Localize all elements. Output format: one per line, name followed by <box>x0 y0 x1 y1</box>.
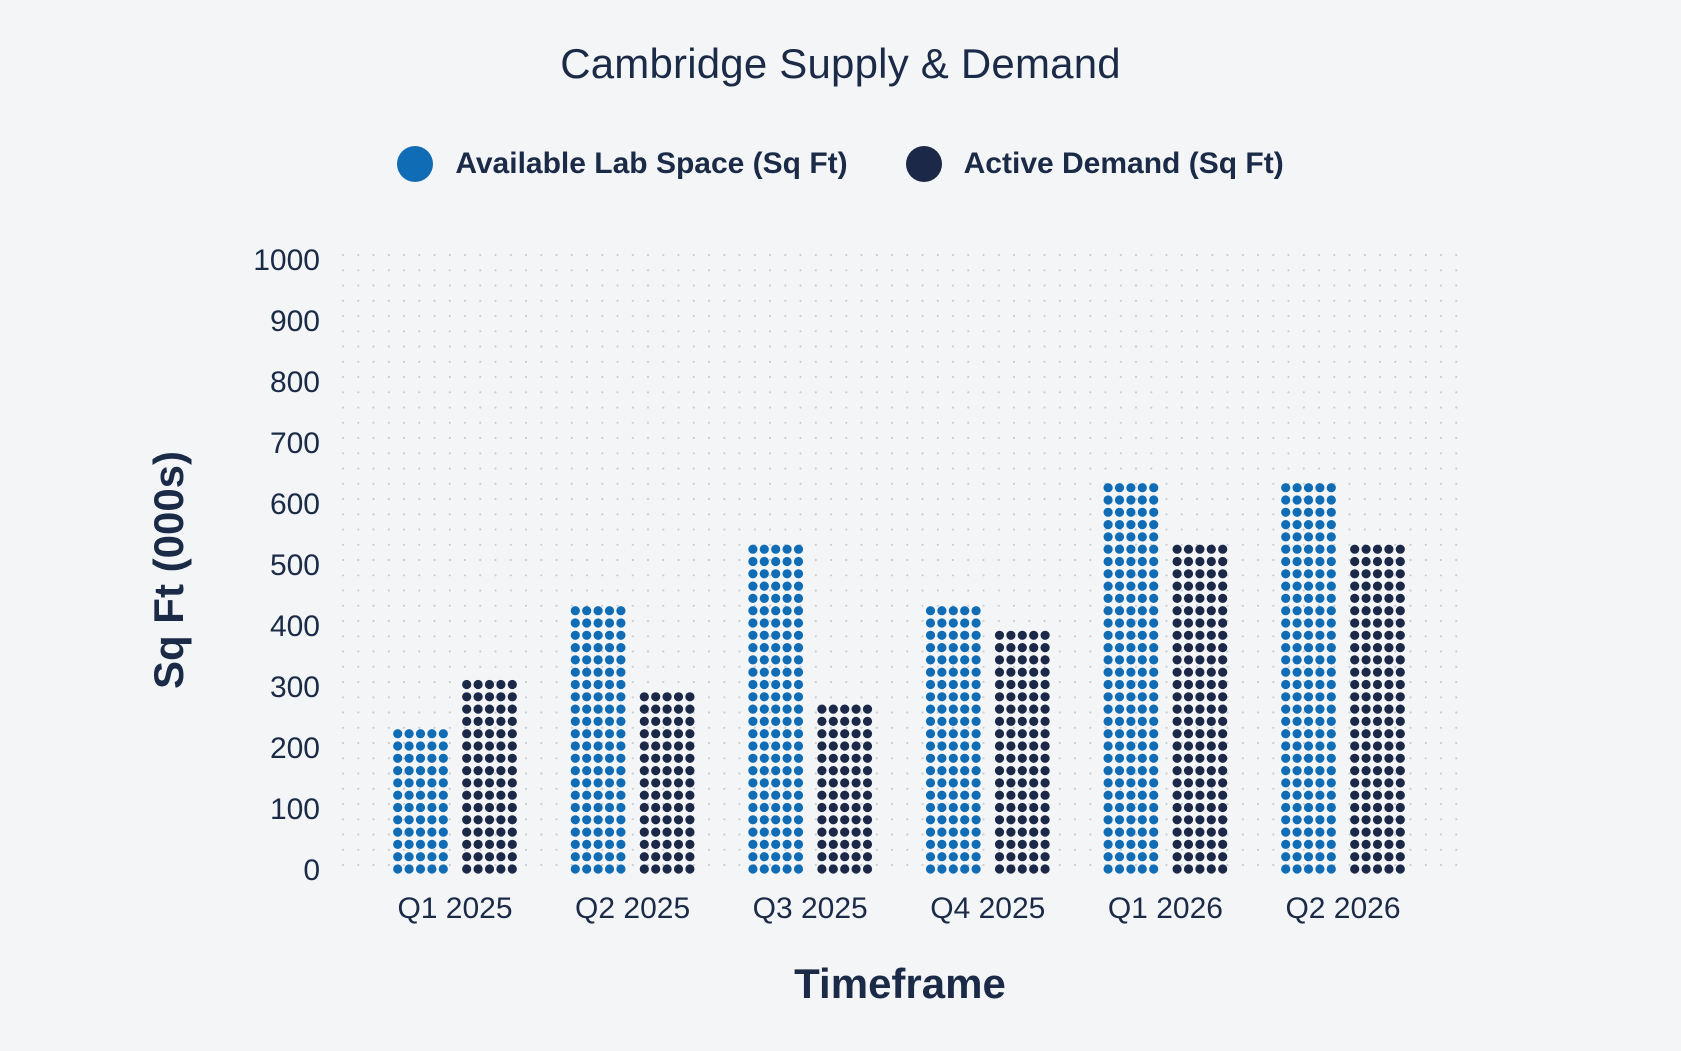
y-tick-label: 500 <box>270 549 320 582</box>
y-tick-label: 100 <box>270 793 320 826</box>
y-tick-label: 400 <box>270 610 320 643</box>
bar-demand-q1-2026 <box>1172 544 1228 874</box>
grid-dots <box>341 253 1458 867</box>
x-tick-label: Q2 2025 <box>575 892 690 925</box>
x-axis: Q1 2025 Q2 2025 Q3 2025 Q4 2025 Q1 2026 Q2 20… <box>397 892 1400 925</box>
x-axis-title: Timeframe <box>794 960 1006 1007</box>
bar-demand-q2-2025 <box>639 692 695 874</box>
y-tick-label: 0 <box>303 854 320 887</box>
bar-available-q1-2025 <box>393 729 448 874</box>
bars <box>393 483 1405 874</box>
y-tick-label: 200 <box>270 732 320 765</box>
x-tick-label: Q1 2025 <box>397 892 512 925</box>
x-tick-label: Q4 2025 <box>930 892 1045 925</box>
x-tick-label: Q2 2026 <box>1285 892 1400 925</box>
legend-label-demand: Active Demand (Sq Ft) <box>963 147 1284 180</box>
y-tick-label: 600 <box>270 488 320 521</box>
legend-label-available: Available Lab Space (Sq Ft) <box>455 147 848 180</box>
bar-available-q1-2026 <box>1103 483 1159 874</box>
y-tick-label: 700 <box>270 427 320 460</box>
chart-legend: Available Lab Space (Sq Ft) Active Deman… <box>0 146 1681 182</box>
bar-available-q2-2026 <box>1281 483 1336 874</box>
legend-swatch-available <box>397 146 434 182</box>
y-axis-title: Sq Ft (000s) <box>145 451 192 689</box>
bar-demand-q4-2025 <box>994 630 1050 874</box>
y-tick-label: 300 <box>270 671 320 704</box>
legend-item-demand: Active Demand (Sq Ft) <box>905 146 1284 182</box>
bar-demand-q1-2025 <box>462 679 517 874</box>
y-tick-label: 900 <box>270 305 320 338</box>
legend-item-available: Available Lab Space (Sq Ft) <box>397 146 848 182</box>
bar-demand-q2-2026 <box>1350 544 1405 874</box>
legend-swatch-demand <box>905 146 942 182</box>
chart-title: Cambridge Supply & Demand <box>560 40 1121 87</box>
y-tick-label: 1000 <box>253 244 320 277</box>
x-tick-label: Q1 2026 <box>1108 892 1223 925</box>
y-axis: 0 100 200 300 400 500 600 700 800 900 1000 <box>253 244 320 887</box>
bar-available-q4-2025 <box>925 606 981 874</box>
y-tick-label: 800 <box>270 366 320 399</box>
bar-available-q2-2025 <box>570 606 626 874</box>
bar-available-q3-2025 <box>748 544 804 874</box>
x-tick-label: Q3 2025 <box>753 892 868 925</box>
bar-demand-q3-2025 <box>817 704 873 874</box>
